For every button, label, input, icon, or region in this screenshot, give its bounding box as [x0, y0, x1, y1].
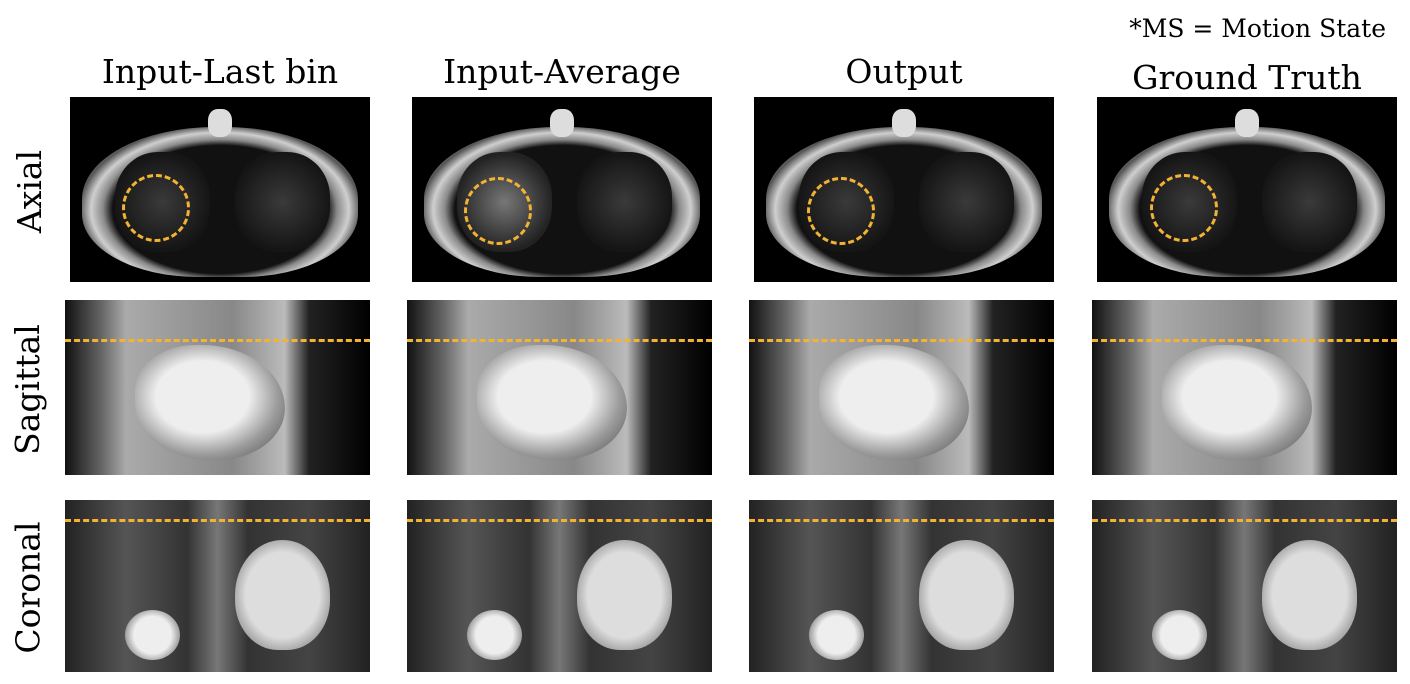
axial-image-input-last-bin	[70, 97, 370, 282]
motion-state-note: *MS = Motion State	[1129, 14, 1386, 43]
column-header-output: Output	[845, 52, 963, 91]
axial-image-ground-truth	[1097, 97, 1397, 282]
slice-line	[1092, 339, 1397, 342]
row-header-sagittal: Sagittal	[7, 324, 47, 455]
roi-circle	[122, 174, 190, 242]
slice-line	[749, 519, 1054, 522]
coronal-image-input-last-bin	[65, 500, 370, 672]
slice-line	[407, 339, 712, 342]
coronal-image-output	[749, 500, 1054, 672]
coronal-image-input-average	[407, 500, 712, 672]
row-header-coronal: Coronal	[8, 521, 48, 654]
axial-image-input-average	[412, 97, 712, 282]
slice-line	[407, 519, 712, 522]
axial-image-output	[754, 97, 1054, 282]
sagittal-image-input-average	[407, 300, 712, 475]
column-header-ground-truth: Ground Truth	[1132, 58, 1362, 97]
sagittal-image-ground-truth	[1092, 300, 1397, 475]
roi-circle	[807, 177, 875, 245]
slice-line	[749, 339, 1054, 342]
column-header-input-last-bin: Input-Last bin	[101, 52, 339, 91]
slice-line	[65, 519, 370, 522]
sagittal-image-input-last-bin	[65, 300, 370, 475]
sagittal-image-output	[749, 300, 1054, 475]
row-header-axial: Axial	[10, 149, 50, 234]
column-header-input-average: Input-Average	[443, 52, 681, 91]
roi-circle	[1150, 174, 1218, 242]
slice-line	[65, 339, 370, 342]
coronal-image-ground-truth	[1092, 500, 1397, 672]
slice-line	[1092, 519, 1397, 522]
roi-circle	[464, 177, 532, 245]
